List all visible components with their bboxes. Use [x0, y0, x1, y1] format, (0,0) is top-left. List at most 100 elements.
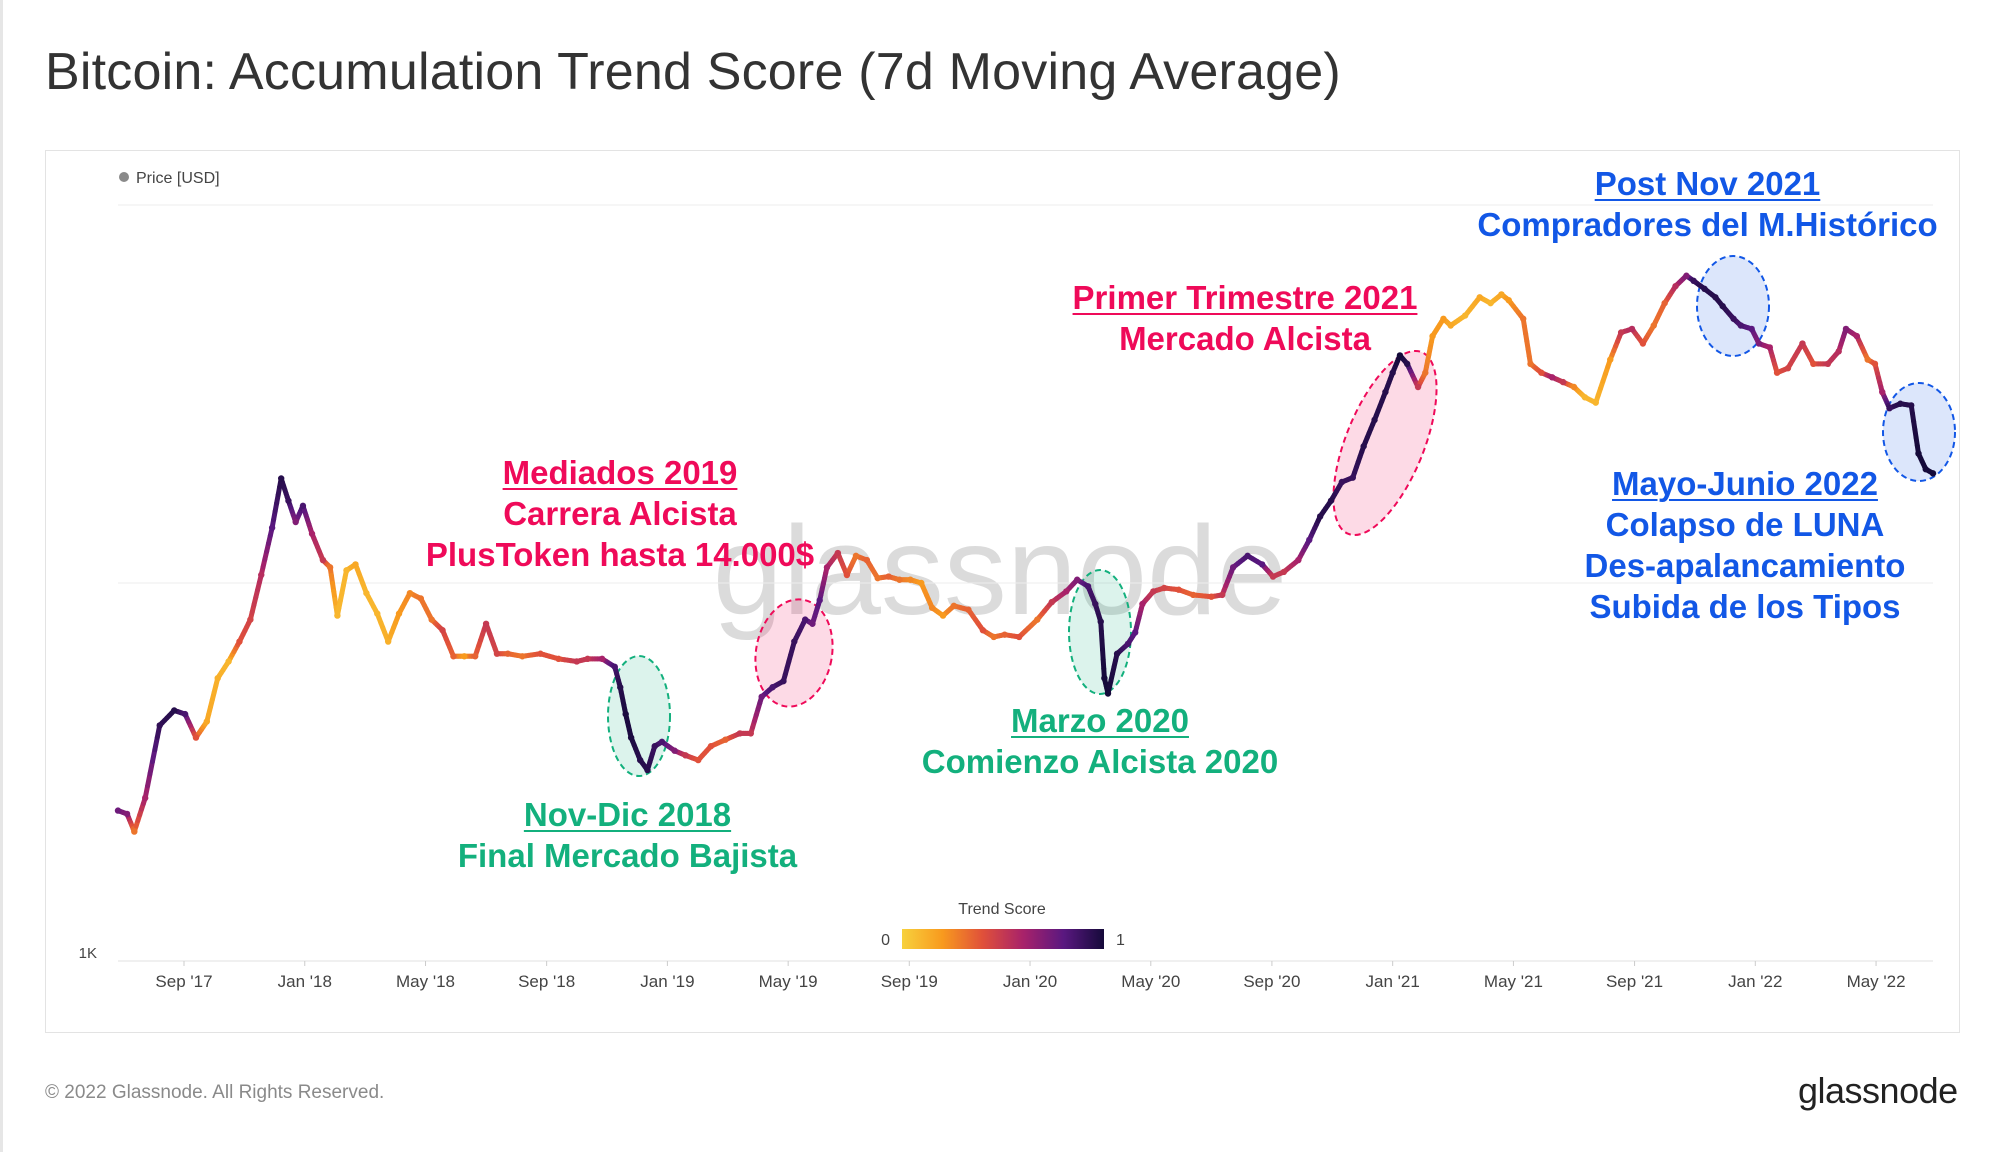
- price-point: [1549, 374, 1556, 381]
- price-point: [1842, 325, 1850, 333]
- price-point: [131, 828, 138, 835]
- annotation-heading: Post Nov 2021: [1594, 165, 1821, 202]
- price-point: [1505, 296, 1512, 304]
- legend-label: Price [USD]: [136, 170, 220, 187]
- annotation-heading: Mayo-Junio 2022: [1612, 465, 1878, 502]
- price-point: [428, 616, 435, 623]
- legend[interactable]: Price [USD]: [119, 170, 220, 187]
- price-point: [156, 722, 163, 729]
- price-point: [537, 650, 544, 657]
- price-point: [651, 743, 658, 750]
- price-point: [1701, 285, 1708, 293]
- annotation-heading: Marzo 2020: [1011, 702, 1189, 739]
- annotation-mid-2019: Mediados 2019 Carrera Alcista PlusToken …: [405, 452, 835, 575]
- highlight-q1-2021: [1332, 349, 1438, 537]
- left-border: [0, 0, 3, 1152]
- price-point: [1113, 650, 1121, 657]
- price-point: [1712, 294, 1719, 301]
- price-point: [555, 655, 562, 663]
- price-point: [214, 674, 221, 682]
- price-point: [671, 747, 678, 754]
- price-point: [1607, 356, 1614, 363]
- price-point: [277, 475, 285, 482]
- price-point: [1650, 322, 1657, 329]
- x-tick-label: Jan '18: [278, 972, 332, 991]
- annotation-line: Carrera Alcista: [503, 495, 737, 532]
- price-point: [736, 730, 744, 737]
- price-point: [123, 810, 131, 818]
- price-point: [1520, 315, 1527, 322]
- x-tick-label: Jan '20: [1003, 972, 1057, 991]
- colorbar-max-label: 1: [1116, 932, 1125, 949]
- price-point: [1487, 299, 1494, 307]
- footer-logo[interactable]: glassnode: [1798, 1070, 1958, 1111]
- annotation-marzo-2020: Marzo 2020 Comienzo Alcista 2020: [900, 700, 1300, 782]
- price-point: [1476, 294, 1483, 301]
- price-point: [1922, 466, 1929, 473]
- x-tick-label: May '19: [759, 972, 818, 991]
- price-point: [1429, 332, 1436, 340]
- price-point: [1306, 536, 1313, 544]
- x-tick-label: May '22: [1847, 972, 1906, 991]
- x-tick-label: Jan '19: [640, 972, 694, 991]
- price-point: [1617, 329, 1625, 336]
- annotation-mayo-junio-2022: Mayo-Junio 2022 Colapso de LUNA Des-apal…: [1545, 463, 1945, 627]
- price-point: [1886, 405, 1893, 412]
- price-point: [1498, 291, 1505, 298]
- price-point: [722, 736, 729, 743]
- price-point: [644, 766, 651, 774]
- price-point: [1396, 352, 1404, 359]
- price-point: [461, 653, 468, 660]
- price-point: [519, 653, 526, 660]
- price-point: [1835, 348, 1842, 355]
- price-point: [573, 658, 580, 665]
- annotation-line: Mercado Alcista: [1119, 320, 1371, 357]
- price-point: [1639, 340, 1647, 347]
- price-point: [1389, 369, 1396, 376]
- price-point: [939, 612, 947, 619]
- x-tick-label: Sep '18: [518, 972, 575, 991]
- price-point: [1447, 322, 1454, 329]
- price-point: [1737, 322, 1745, 329]
- colorbar-gradient: [902, 929, 1104, 949]
- price-point: [326, 564, 334, 571]
- price-point: [758, 693, 765, 700]
- annotation-heading: Mediados 2019: [502, 454, 738, 491]
- price-point: [1295, 556, 1302, 564]
- price-point: [1672, 282, 1679, 290]
- x-tick-label: May '18: [396, 972, 455, 991]
- price-point: [268, 524, 276, 531]
- annotation-nov-dic-2018: Nov-Dic 2018 Final Mercado Bajista: [440, 794, 815, 876]
- annotation-line: PlusToken hasta 14.000$: [425, 536, 815, 573]
- gridlines: [118, 204, 1933, 962]
- price-point: [1229, 564, 1237, 571]
- price-point: [1269, 573, 1277, 580]
- price-point: [1349, 474, 1356, 481]
- legend-marker: [119, 172, 129, 182]
- price-point: [1538, 369, 1545, 376]
- price-point: [843, 571, 851, 579]
- price-point: [1015, 633, 1023, 641]
- price-point: [1360, 443, 1367, 450]
- annotation-heading: Nov-Dic 2018: [523, 796, 732, 833]
- price-point: [114, 807, 122, 814]
- price-point: [1864, 356, 1871, 363]
- price-point: [1766, 344, 1774, 351]
- x-tick-label: Sep '19: [881, 972, 938, 991]
- price-point: [834, 549, 842, 557]
- price-point: [1244, 552, 1251, 560]
- price-point: [1414, 383, 1422, 391]
- price-point: [1628, 325, 1636, 333]
- annotation-line: Final Mercado Bajista: [457, 837, 798, 874]
- annotation-line: Des-apalancamiento: [1584, 547, 1906, 584]
- annotation-line: Subida de los Tipos: [1589, 588, 1901, 625]
- price-point: [617, 684, 624, 691]
- price-point: [1461, 312, 1469, 319]
- price-point: [979, 627, 987, 634]
- price-point: [1929, 470, 1937, 477]
- price-point: [1527, 360, 1534, 368]
- price-point: [292, 518, 299, 526]
- price-point: [1338, 478, 1346, 486]
- price-point: [1258, 561, 1266, 568]
- price-point: [1190, 591, 1197, 599]
